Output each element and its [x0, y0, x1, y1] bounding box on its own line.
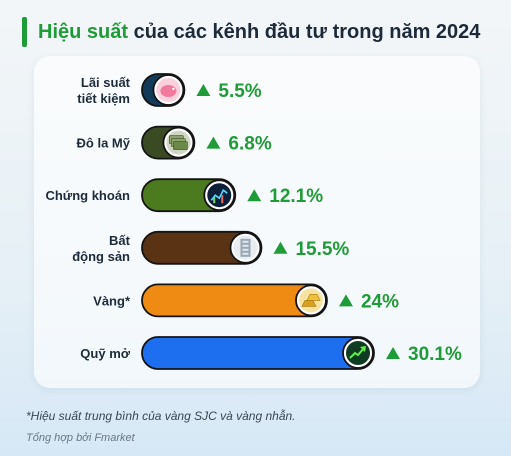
- bar-row: Chứng khoán 12.1%: [45, 178, 323, 213]
- growth-line: [349, 347, 365, 359]
- value-label: 15.5%: [295, 239, 349, 260]
- bar: [141, 230, 263, 265]
- bar-row: Đô la Mỹ 6.8%: [77, 125, 272, 160]
- dollar-bills-icon: [162, 126, 195, 159]
- building-window: [242, 252, 249, 255]
- bar-row: Quỹ mở 30.1%: [80, 336, 462, 370]
- category-label: Quỹ mở: [80, 346, 130, 361]
- source-note: Tổng hợp bởi Fmarket: [26, 432, 135, 444]
- category-label: Vàng*: [93, 293, 131, 308]
- stock-candle: [221, 195, 224, 204]
- stock-candle: [213, 197, 216, 204]
- category-label: tiết kiệm: [77, 91, 130, 106]
- up-arrow-icon: [386, 347, 400, 359]
- up-arrow-icon: [247, 189, 262, 202]
- footnote: *Hiệu suất trung bình của vàng SJC và và…: [26, 409, 296, 423]
- value-label: 6.8%: [228, 134, 271, 155]
- growth-arrow-icon: [342, 337, 374, 369]
- piggy-eye: [172, 87, 175, 91]
- up-arrow-icon: [206, 136, 221, 149]
- chart-card: Lãi suất tiết kiệm 5.5% Đô la Mỹ 6.8% Chứng k…: [34, 56, 480, 388]
- icon-bg: [346, 341, 370, 365]
- value-label: 24%: [361, 291, 399, 312]
- gold-bar: [306, 294, 321, 301]
- building-tower: [240, 238, 251, 257]
- title-highlight: Hiệu suất: [38, 21, 129, 43]
- value-label: 30.1%: [408, 344, 462, 365]
- up-arrow-icon: [338, 294, 353, 307]
- category-label: Lãi suất: [81, 75, 131, 90]
- page-title: Hiệu suất của các kênh đầu tư trong năm …: [38, 17, 480, 47]
- up-arrow-icon: [196, 84, 211, 96]
- gold-bars-icon: [295, 284, 327, 317]
- up-arrow-icon: [273, 241, 288, 254]
- stock-line: [210, 188, 228, 201]
- bar: [141, 283, 328, 318]
- category-label: Bất: [109, 233, 131, 248]
- growth-arrowhead: [360, 346, 366, 352]
- building-window: [242, 248, 249, 251]
- building-window: [242, 240, 249, 243]
- value-label: 5.5%: [218, 81, 261, 102]
- bar-row: Vàng* 24%: [93, 283, 399, 318]
- dollar-bill: [173, 141, 188, 150]
- title-accent-bar: [22, 17, 27, 47]
- piggy-bank-icon: [152, 74, 185, 106]
- stock-chart-icon: [203, 179, 236, 212]
- title-rest: của các kênh đầu tư trong năm 2024: [128, 21, 481, 43]
- piggy-body: [160, 85, 177, 97]
- category-label: Đô la Mỹ: [77, 136, 131, 151]
- building-icon: [229, 231, 262, 264]
- value-label: 12.1%: [269, 186, 323, 207]
- category-label: Chứng khoán: [45, 188, 130, 203]
- bar: [141, 336, 375, 370]
- building-window: [242, 244, 249, 247]
- icon-bg: [207, 183, 232, 208]
- category-label: động sản: [72, 249, 130, 264]
